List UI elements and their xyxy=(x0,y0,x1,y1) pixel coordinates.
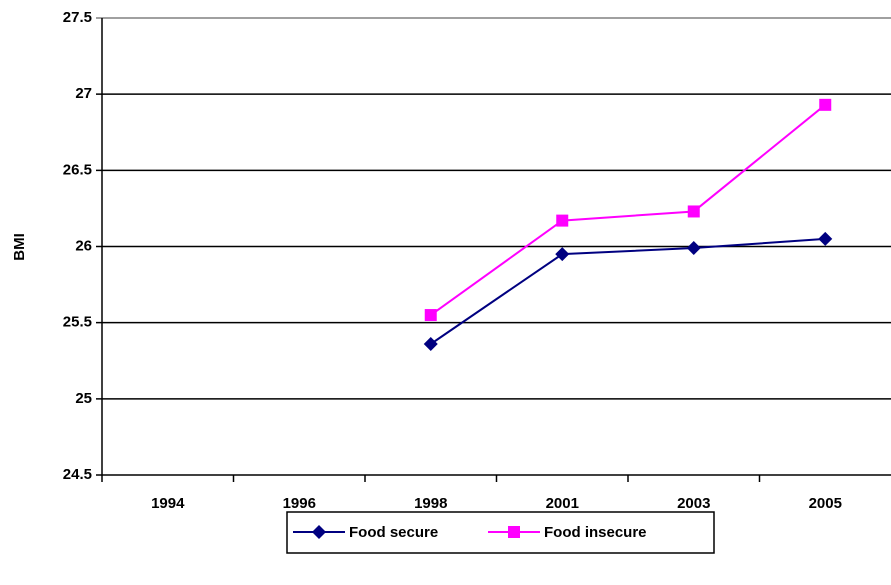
marker xyxy=(555,247,570,262)
y-tick-label: 27.5 xyxy=(63,9,92,26)
y-tick-label: 27 xyxy=(75,85,92,102)
marker xyxy=(556,214,569,227)
marker xyxy=(423,336,438,351)
y-axis-label: BMI xyxy=(11,233,28,261)
y-tick-label: 24.5 xyxy=(63,466,92,483)
marker xyxy=(819,98,832,111)
marker xyxy=(818,231,833,246)
x-tick-label: 2003 xyxy=(677,495,710,512)
legend-marker xyxy=(312,525,326,539)
marker xyxy=(687,205,700,218)
x-tick-label: 1996 xyxy=(283,495,316,512)
series-line xyxy=(430,104,826,316)
marker xyxy=(686,241,701,256)
x-tick-label: 1998 xyxy=(414,495,447,512)
x-tick-label: 2005 xyxy=(809,495,842,512)
y-tick-label: 26.5 xyxy=(63,161,92,178)
series-line xyxy=(430,237,826,345)
y-tick-label: 26 xyxy=(75,237,92,254)
legend-label: Food secure xyxy=(349,524,438,541)
legend-label: Food insecure xyxy=(544,524,647,541)
y-tick-label: 25 xyxy=(75,390,92,407)
marker xyxy=(424,309,437,322)
x-tick-label: 1994 xyxy=(151,495,185,512)
legend-marker xyxy=(508,526,520,538)
y-tick-label: 25.5 xyxy=(63,314,92,331)
x-tick-label: 2001 xyxy=(546,495,579,512)
